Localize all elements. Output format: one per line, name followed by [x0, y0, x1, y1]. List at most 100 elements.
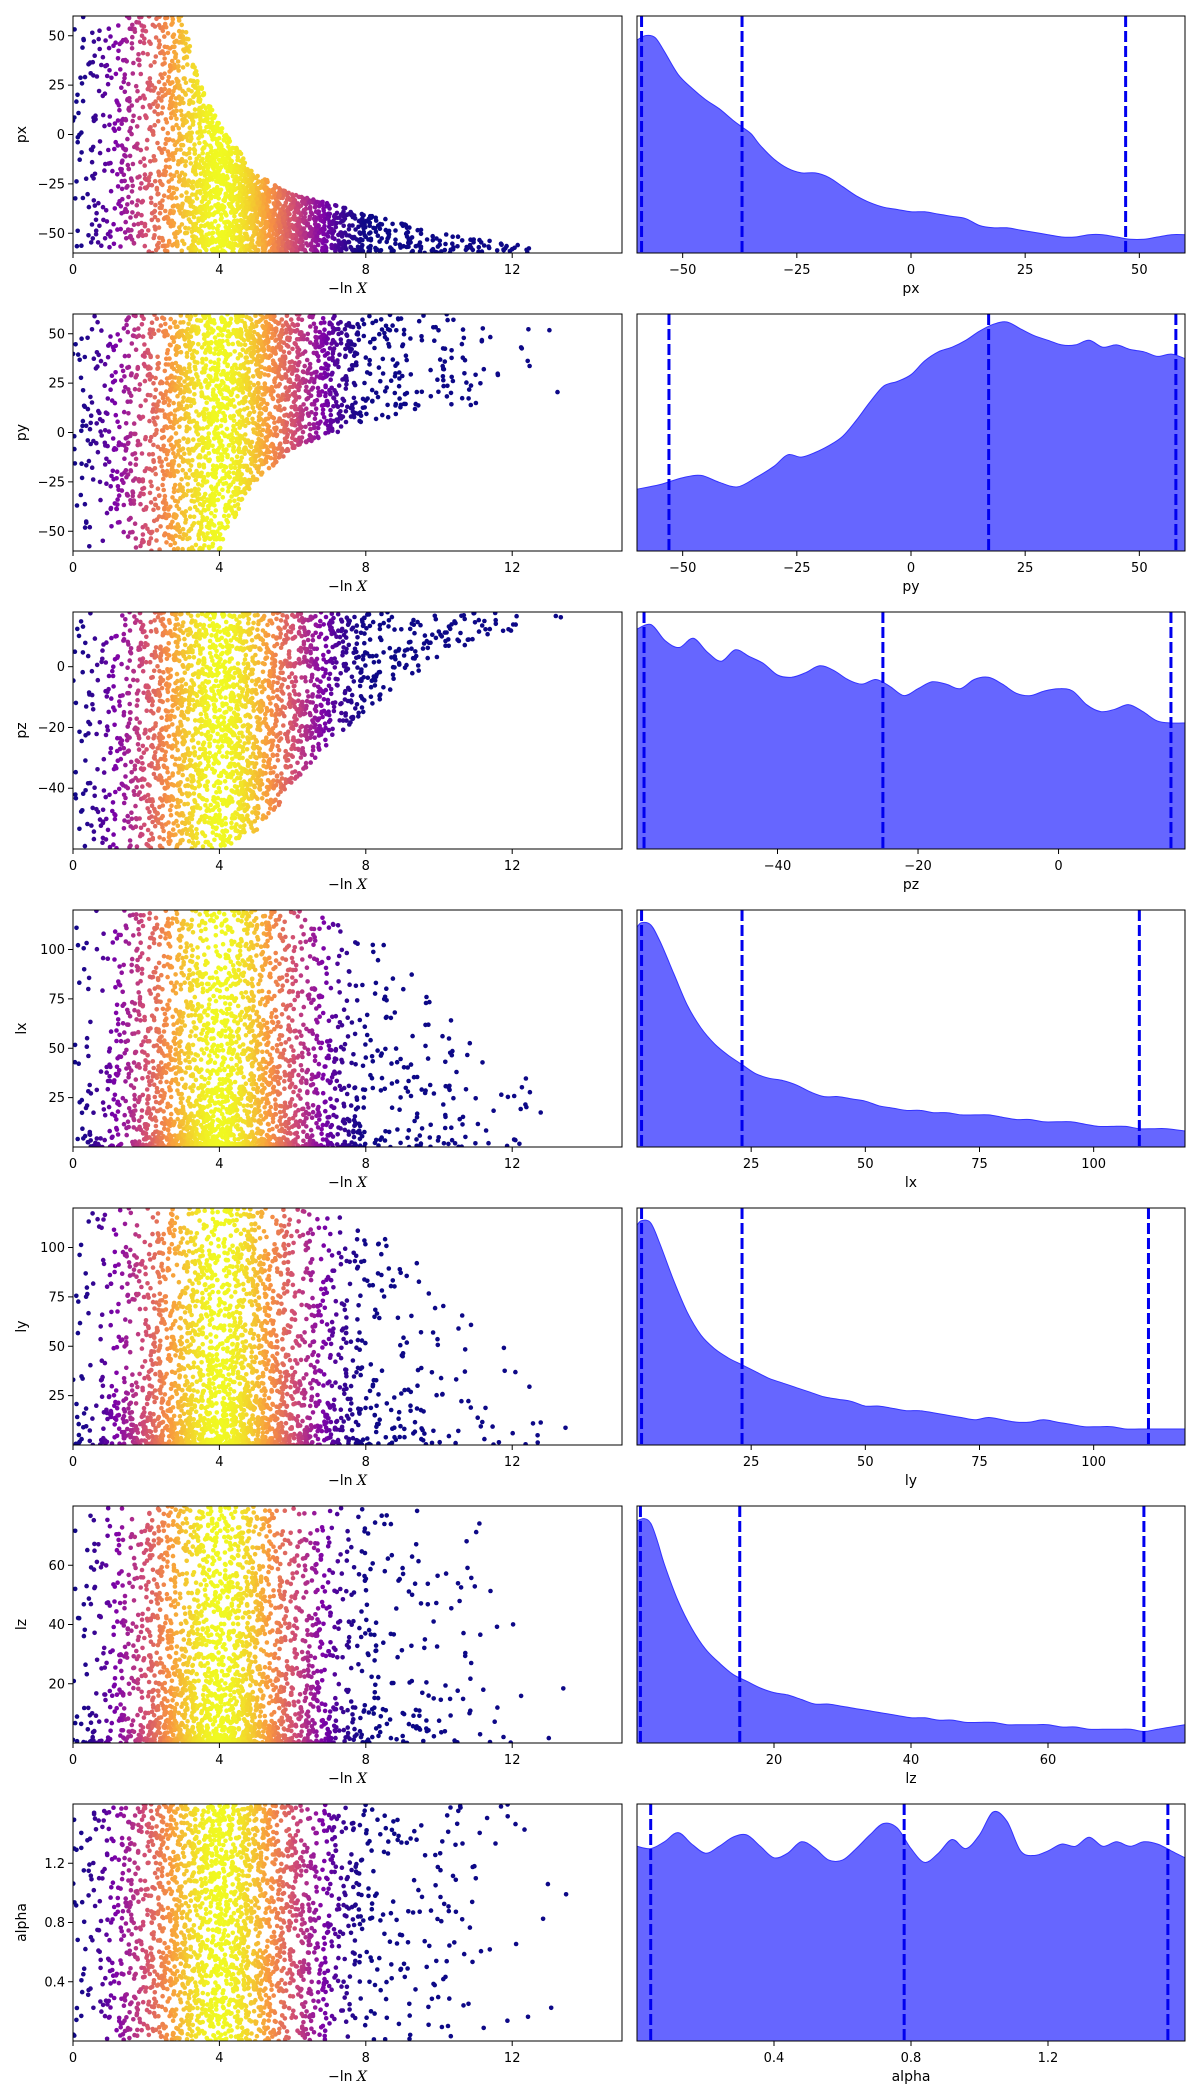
scatter-point	[239, 414, 245, 420]
scatter-point	[129, 41, 135, 46]
scatter-point	[162, 56, 167, 61]
scatter-point	[147, 418, 152, 424]
scatter-point	[152, 122, 157, 128]
scatter-point	[153, 227, 158, 232]
scatter-point	[284, 314, 290, 319]
scatter-point	[224, 396, 229, 401]
scatter-point	[105, 81, 111, 87]
scatter-point	[195, 432, 201, 437]
scatter-point	[263, 225, 268, 230]
scatter-point	[156, 38, 162, 44]
scatter-point	[324, 216, 330, 221]
scatter-point	[83, 176, 89, 181]
scatter-point	[167, 46, 173, 51]
scatter-point	[221, 481, 226, 487]
scatter-point	[386, 344, 392, 349]
scatter-point	[80, 98, 86, 104]
scatter-point	[125, 162, 131, 168]
scatter-point	[155, 505, 161, 511]
scatter-point	[346, 227, 352, 232]
scatter-point	[213, 372, 219, 377]
scatter-point	[230, 440, 236, 446]
scatter-point	[133, 536, 139, 541]
scatter-point	[442, 247, 448, 253]
scatter-point	[244, 314, 250, 320]
scatter-point	[197, 110, 202, 115]
scatter-point	[296, 381, 302, 387]
scatter-point	[214, 179, 219, 184]
scatter-point	[172, 540, 178, 546]
scatter-point	[167, 211, 173, 216]
scatter-point	[190, 169, 196, 174]
scatter-point	[226, 136, 232, 141]
scatter-point	[257, 406, 263, 411]
scatter-point	[234, 328, 240, 334]
scatter-point	[349, 347, 355, 352]
scatter-point	[192, 445, 198, 451]
scatter-point	[421, 314, 426, 318]
scatter-point	[169, 58, 175, 64]
scatter-point	[184, 230, 190, 236]
scatter-point	[113, 40, 118, 45]
scatter-point	[75, 228, 80, 234]
scatter-point	[202, 207, 208, 213]
scatter-point	[255, 447, 261, 453]
scatter-point	[176, 159, 181, 164]
scatter-point	[169, 177, 174, 182]
scatter-point	[161, 193, 167, 198]
scatter-point	[286, 244, 292, 249]
scatter-point	[112, 146, 117, 152]
scatter-point	[166, 412, 172, 418]
scatter-point	[437, 357, 443, 362]
scatter-point	[473, 400, 479, 406]
x-tick-label: 8	[362, 263, 370, 278]
scatter-point	[248, 317, 254, 323]
scatter-point	[293, 236, 299, 242]
scatter-point	[95, 364, 100, 369]
scatter-point	[448, 390, 454, 396]
scatter-point	[298, 439, 304, 445]
scatter-point	[140, 414, 146, 420]
scatter-point	[255, 200, 261, 206]
scatter-point	[185, 488, 191, 494]
scatter-point	[199, 206, 204, 212]
scatter-point	[206, 231, 212, 236]
scatter-point	[230, 435, 236, 441]
scatter-point	[307, 365, 312, 371]
scatter-point	[167, 164, 172, 170]
scatter-point	[181, 116, 187, 122]
scatter-point	[344, 232, 349, 238]
scatter-point	[255, 381, 261, 387]
scatter-point	[210, 467, 216, 472]
scatter-point	[209, 221, 214, 226]
scatter-point	[260, 217, 266, 222]
scatter-point	[120, 196, 125, 202]
scatter-point	[175, 59, 181, 64]
scatter-point	[151, 459, 156, 465]
scatter-point	[166, 238, 172, 244]
scatter-point	[360, 242, 365, 248]
scatter-point	[445, 317, 450, 323]
scatter-point	[320, 199, 325, 205]
scatter-point	[211, 378, 216, 384]
scatter-point	[151, 331, 156, 336]
scatter-point	[256, 414, 262, 420]
scatter-point	[97, 223, 102, 229]
scatter-point	[188, 249, 194, 253]
scatter-point	[146, 249, 152, 253]
scatter-point	[125, 202, 130, 207]
scatter-point	[175, 364, 181, 369]
scatter-point	[84, 463, 89, 468]
scatter-point	[404, 225, 410, 231]
scatter-point	[176, 506, 182, 512]
scatter-point	[187, 448, 192, 454]
scatter-point	[142, 342, 147, 347]
scatter-point	[119, 40, 124, 45]
scatter-point	[231, 224, 236, 230]
scatter-point	[138, 159, 143, 165]
scatter-point	[153, 35, 159, 40]
scatter-point	[191, 499, 197, 504]
scatter-point	[200, 212, 206, 218]
scatter-point	[121, 502, 127, 508]
scatter-point	[92, 53, 97, 58]
